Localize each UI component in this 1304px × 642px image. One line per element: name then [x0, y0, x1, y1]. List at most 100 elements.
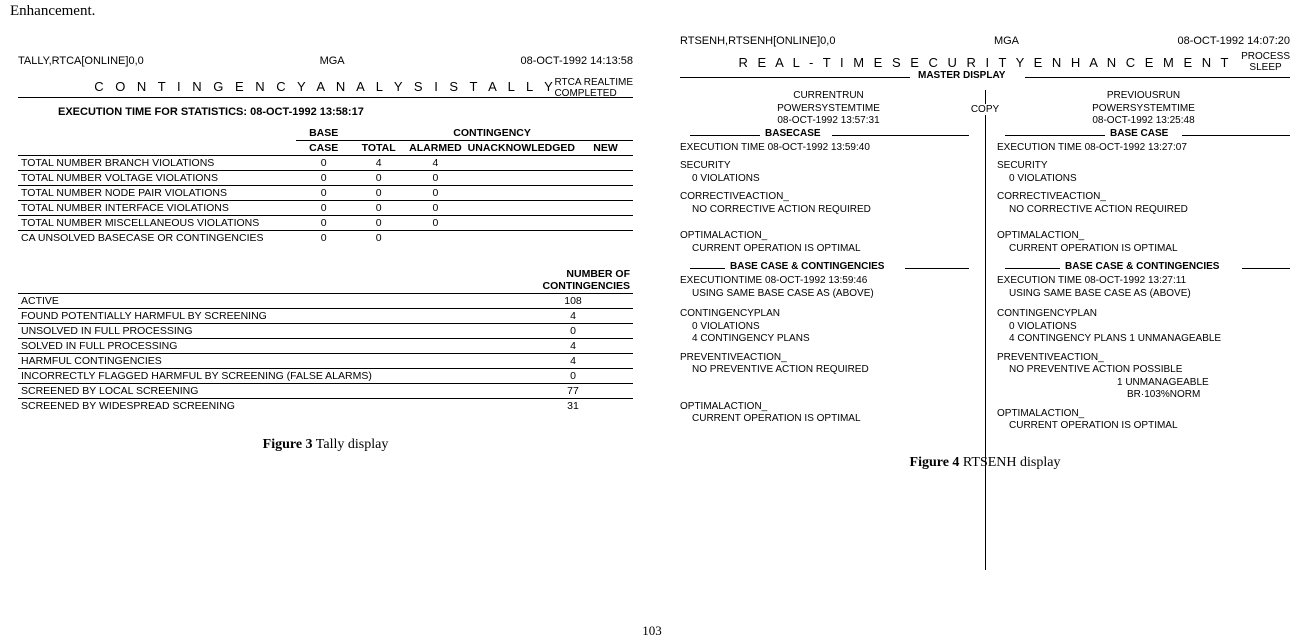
table-row: HARMFUL CONTINGENCIES4 — [18, 354, 633, 369]
alarmed-val: 0 — [406, 171, 465, 186]
left-opt-val: CURRENT OPERATION IS OPTIMAL — [680, 243, 977, 256]
cont-val: 4 — [513, 309, 633, 324]
cont-val: 108 — [513, 294, 633, 309]
new-val — [578, 231, 633, 246]
right-plan-v1: 0 VIOLATIONS — [997, 321, 1290, 334]
left-plan-v2: 4 CONTINGENCY PLANS — [680, 333, 977, 346]
total-val: 0 — [351, 186, 406, 201]
right-prev-val2: 1 UNMANAGEABLE — [997, 377, 1290, 390]
th-unack: UNACKNOWLEDGED — [465, 141, 578, 156]
tally-rtca-realtime: RTCA REALTIME — [554, 77, 633, 88]
unack-val — [465, 156, 578, 171]
master-display-divider: MASTER DISPLAY — [680, 70, 1290, 84]
page-number: 103 — [642, 623, 662, 639]
base-val: 0 — [296, 231, 351, 246]
total-val: 0 — [351, 201, 406, 216]
basecase-content: EXECUTION TIME 08-OCT-1992 13:59:40 SECU… — [680, 142, 1290, 262]
rtsenh-title-row: R E A L - T I M E S E C U R I T Y E N H … — [680, 55, 1290, 70]
new-val — [578, 156, 633, 171]
master-display-label: MASTER DISPLAY — [915, 70, 1008, 81]
right-opt-val: CURRENT OPERATION IS OPTIMAL — [997, 243, 1290, 256]
rtsenh-path: RTSENH,RTSENH[ONLINE]0,0 — [680, 35, 835, 47]
basecase-divider-row: BASECASE BASE CASE — [680, 128, 1290, 142]
left-exec: EXECUTION TIME 08-OCT-1992 13:59:40 — [680, 142, 977, 155]
table-row: INCORRECTLY FLAGGED HARMFUL BY SCREENING… — [18, 369, 633, 384]
right-security-val: 0 VIOLATIONS — [997, 173, 1290, 186]
table-row: UNSOLVED IN FULL PROCESSING0 — [18, 324, 633, 339]
left-exec2: EXECUTIONTIME 08-OCT-1992 13:59:46 — [680, 275, 977, 288]
unack-val — [465, 231, 578, 246]
cont-label: FOUND POTENTIALLY HARMFUL BY SCREENING — [18, 309, 513, 324]
violations-table: BASE CONTINGENCY CASE TOTAL ALARMED UNAC… — [18, 126, 633, 245]
tally-path: TALLY,RTCA[ONLINE]0,0 — [18, 55, 144, 67]
new-val — [578, 201, 633, 216]
rtsenh-datetime: 08-OCT-1992 14:07:20 — [1177, 35, 1290, 47]
th-case: CASE — [296, 141, 351, 156]
cont-label: UNSOLVED IN FULL PROCESSING — [18, 324, 513, 339]
table-row: TOTAL NUMBER NODE PAIR VIOLATIONS000 — [18, 186, 633, 201]
violation-label: TOTAL NUMBER NODE PAIR VIOLATIONS — [18, 186, 296, 201]
figure3-rest: Tally display — [313, 437, 389, 452]
left-corr-label: CORRECTIVEACTION_ — [680, 191, 977, 204]
base-val: 0 — [296, 201, 351, 216]
right-exec2b: USING SAME BASE CASE AS (ABOVE) — [997, 288, 1290, 301]
previous-pst-label: POWERSYSTEMTIME — [997, 103, 1290, 116]
tally-title-right: RTCA REALTIME COMPLETED — [554, 77, 633, 99]
right-prev-label: PREVENTIVEACTION_ — [997, 352, 1290, 365]
th-new: NEW — [578, 141, 633, 156]
alarmed-val: 0 — [406, 216, 465, 231]
left-plan-label: CONTINGENCYPLAN — [680, 308, 977, 321]
cont-label: ACTIVE — [18, 294, 513, 309]
right-exec2: EXECUTION TIME 08-OCT-1992 13:27:11 — [997, 275, 1290, 288]
tally-panel: TALLY,RTCA[ONLINE]0,0 MGA 08-OCT-1992 14… — [18, 55, 633, 453]
left-bcc-label: BASE CASE & CONTINGENCIES — [727, 261, 887, 274]
violation-label: TOTAL NUMBER BRANCH VIOLATIONS — [18, 156, 296, 171]
contingencies-table: NUMBER OF CONTINGENCIES ACTIVE108FOUND P… — [18, 267, 633, 413]
new-val — [578, 186, 633, 201]
figure4-bold: Figure 4 — [910, 455, 960, 470]
bcc-content: EXECUTIONTIME 08-OCT-1992 13:59:46 USING… — [680, 275, 1290, 439]
unack-val — [465, 201, 578, 216]
rtsenh-panel: RTSENH,RTSENH[ONLINE]0,0 MGA 08-OCT-1992… — [680, 35, 1290, 471]
right-corr-val: NO CORRECTIVE ACTION REQUIRED — [997, 204, 1290, 217]
table-row: SOLVED IN FULL PROCESSING4 — [18, 339, 633, 354]
current-time: 08-OCT-1992 13:57:31 — [680, 115, 977, 128]
violation-label: TOTAL NUMBER VOLTAGE VIOLATIONS — [18, 171, 296, 186]
cont-label: INCORRECTLY FLAGGED HARMFUL BY SCREENING… — [18, 369, 513, 384]
tally-mga: MGA — [320, 55, 345, 67]
left-corr-val: NO CORRECTIVE ACTION REQUIRED — [680, 204, 977, 217]
cont-val: 4 — [513, 339, 633, 354]
right-prev-val: NO PREVENTIVE ACTION POSSIBLE — [997, 364, 1290, 377]
rtsenh-title: R E A L - T I M E S E C U R I T Y E N H … — [739, 55, 1232, 70]
table-row: TOTAL NUMBER VOLTAGE VIOLATIONS000 — [18, 171, 633, 186]
alarmed-val: 0 — [406, 186, 465, 201]
th-base: BASE — [296, 126, 351, 141]
current-pst-label: POWERSYSTEMTIME — [680, 103, 977, 116]
rtsenh-header-line: RTSENH,RTSENH[ONLINE]0,0 MGA 08-OCT-1992… — [680, 35, 1290, 47]
base-val: 0 — [296, 186, 351, 201]
cont-val: 77 — [513, 384, 633, 399]
left-opt2-label: OPTIMALACTION_ — [680, 401, 977, 414]
unack-val — [465, 216, 578, 231]
table-row: SCREENED BY LOCAL SCREENING77 — [18, 384, 633, 399]
bcc-divider-row: BASE CASE & CONTINGENCIES BASE CASE & CO… — [680, 261, 1290, 275]
cont-val: 0 — [513, 369, 633, 384]
cont-val: 0 — [513, 324, 633, 339]
left-exec2b: USING SAME BASE CASE AS (ABOVE) — [680, 288, 977, 301]
base-val: 0 — [296, 171, 351, 186]
cont-label: SCREENED BY WIDESPREAD SCREENING — [18, 399, 513, 414]
alarmed-val — [406, 231, 465, 246]
table-row: CA UNSOLVED BASECASE OR CONTINGENCIES00 — [18, 231, 633, 246]
table-row: TOTAL NUMBER MISCELLANEOUS VIOLATIONS000 — [18, 216, 633, 231]
cont-label: HARMFUL CONTINGENCIES — [18, 354, 513, 369]
tally-completed: COMPLETED — [554, 88, 633, 99]
rtsenh-process: PROCESS — [1241, 51, 1290, 62]
left-plan-v1: 0 VIOLATIONS — [680, 321, 977, 334]
currentrun-label: CURRENTRUN — [680, 90, 977, 103]
copy-label: COPY — [968, 104, 1002, 115]
right-opt2-label: OPTIMALACTION_ — [997, 408, 1290, 421]
violation-label: TOTAL NUMBER INTERFACE VIOLATIONS — [18, 201, 296, 216]
rtsenh-mga: MGA — [994, 35, 1019, 47]
figure3-bold: Figure 3 — [263, 437, 313, 452]
th-num-cont: NUMBER OF CONTINGENCIES — [513, 267, 633, 294]
